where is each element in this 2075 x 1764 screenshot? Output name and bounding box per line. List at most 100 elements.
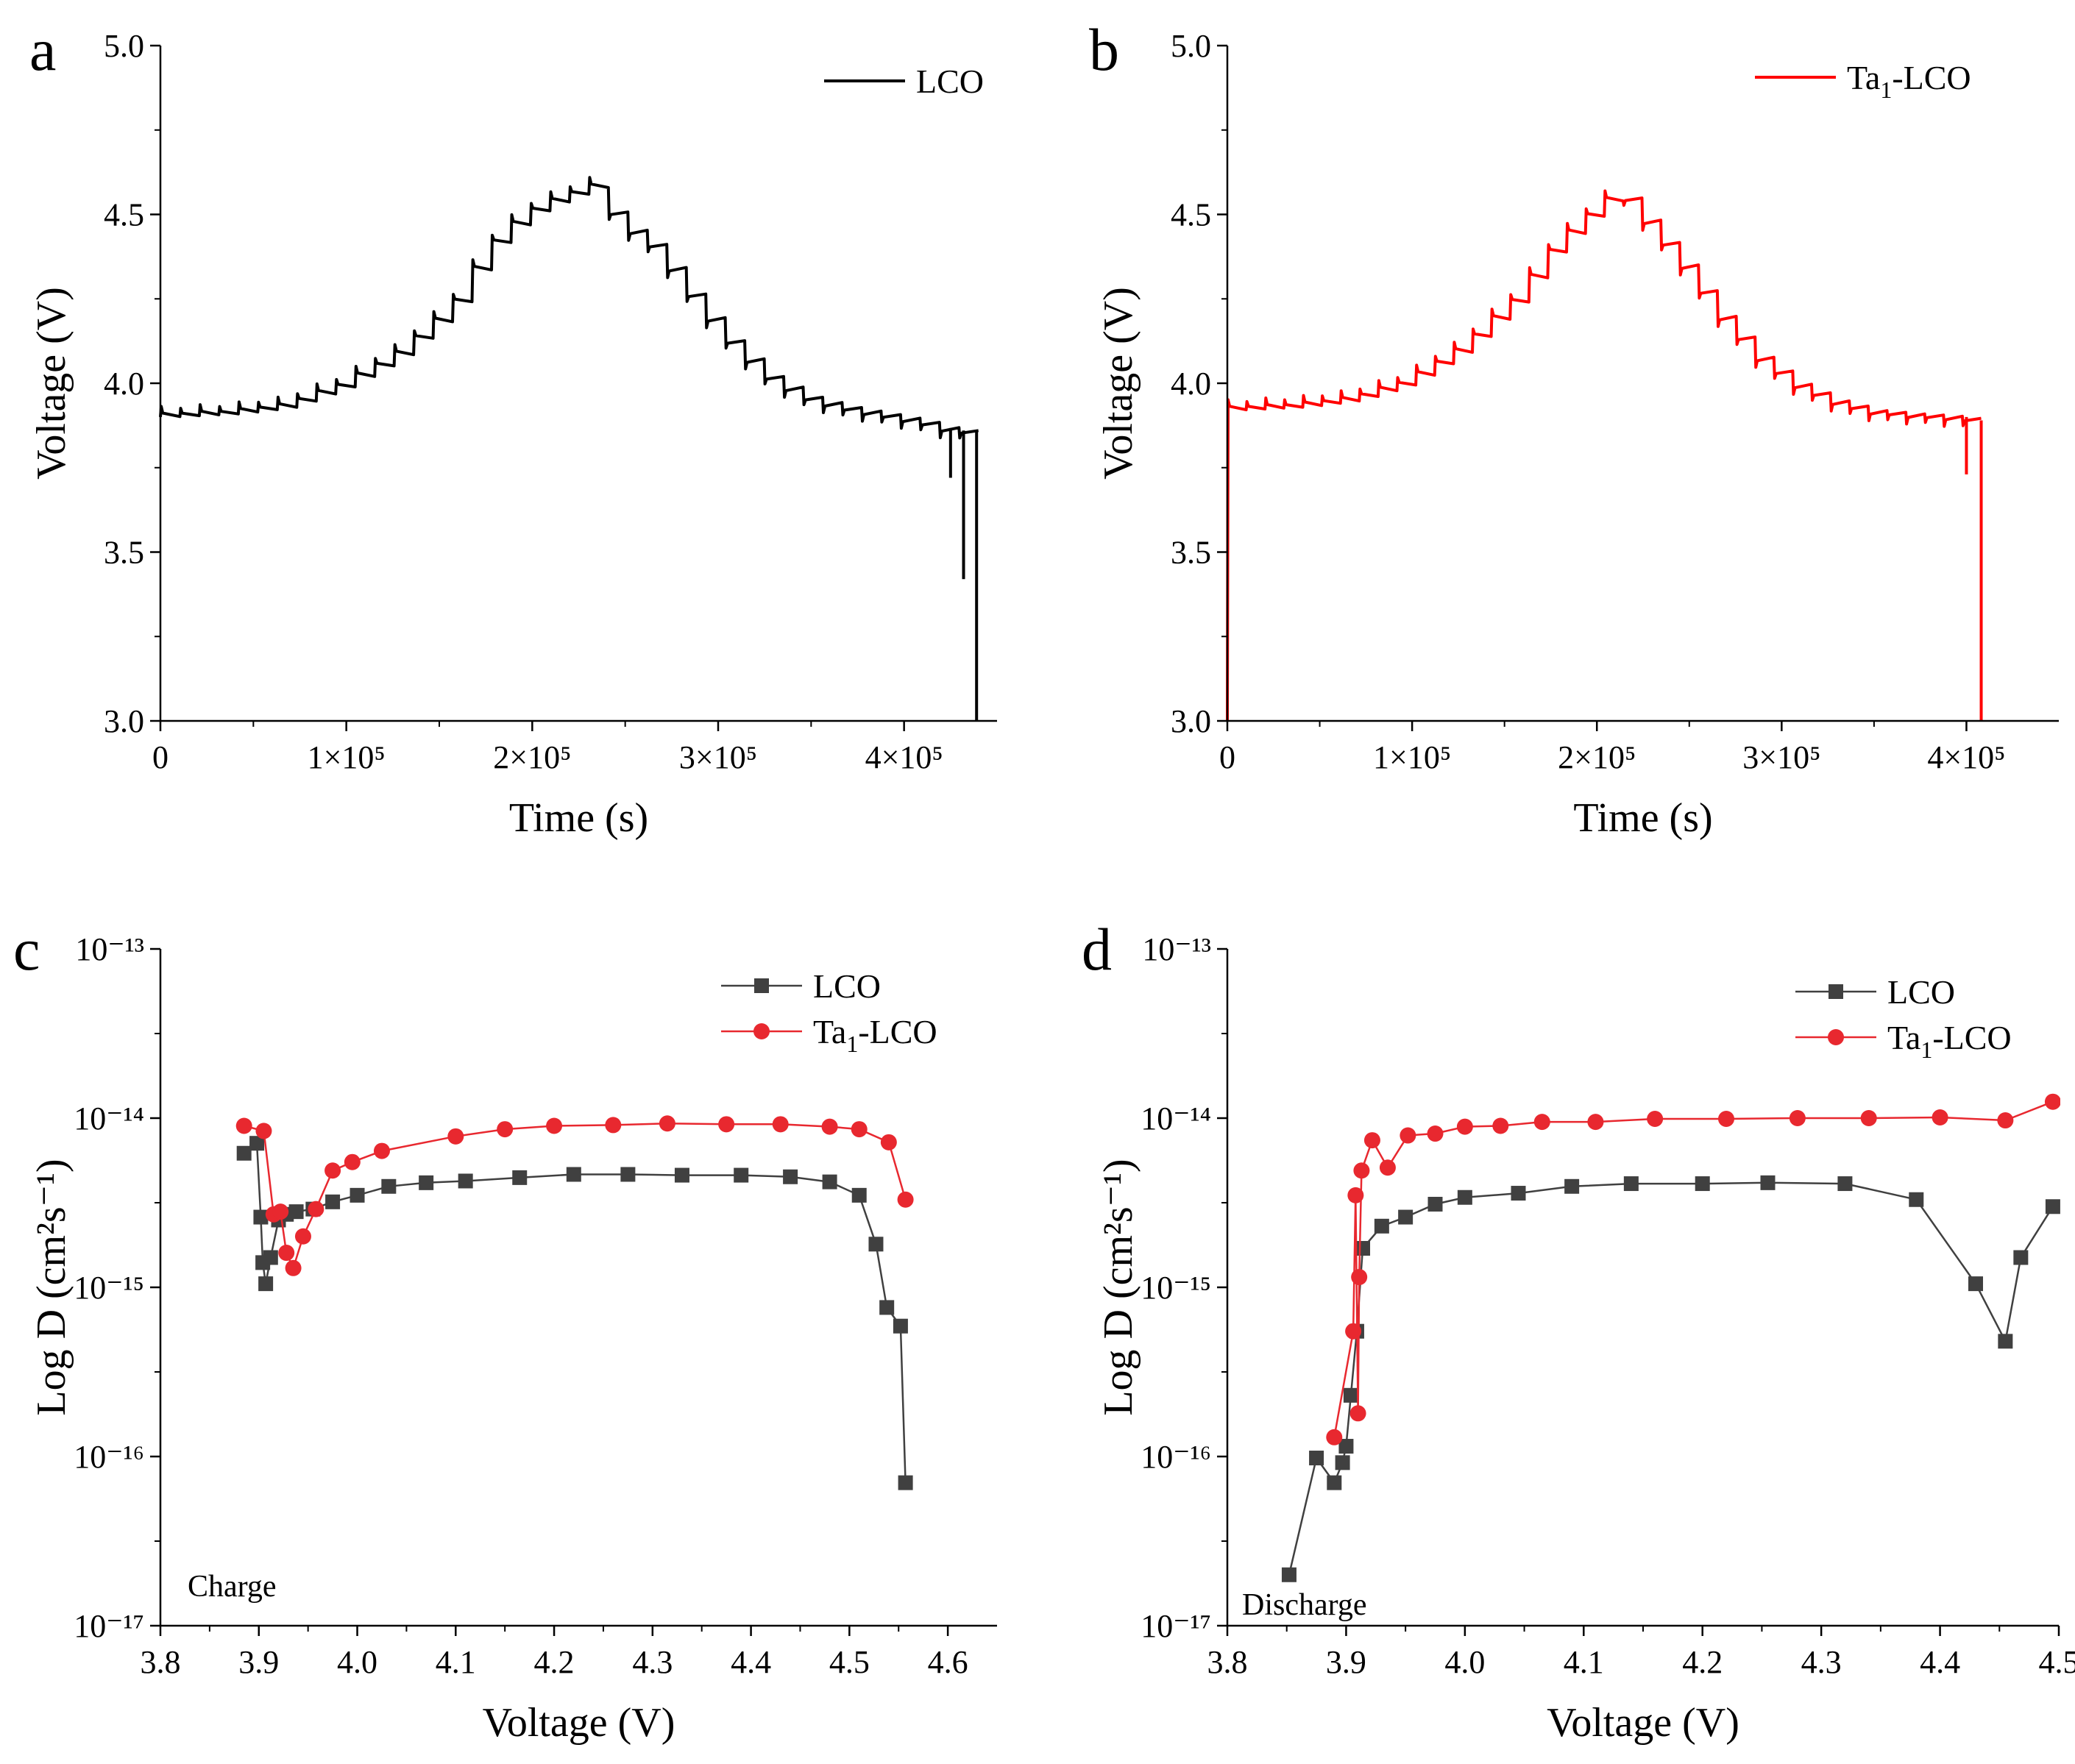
- data-point-c-0-18: [674, 1167, 689, 1183]
- data-point-d-1-3: [1349, 1405, 1366, 1422]
- chart-panel-b: 0 1×10⁵ 2×10⁵ 3×10⁵ 4×10⁵ 3.0 3.5 4.0 4.5 5.0 Time…: [1089, 16, 2059, 841]
- x-tick-label: 2×10⁵: [493, 739, 571, 775]
- chart-panel-d: 3.8 3.9 4.0 4.1 4.2 4.3 4.4 4.5 10⁻¹⁷ 10⁻¹⁶ 10⁻¹⁵ 1…: [1082, 916, 2075, 1746]
- data-point-d-0-11: [1457, 1189, 1472, 1205]
- data-point-d-0-5: [1343, 1387, 1358, 1403]
- y-axis-title: Voltage (V): [1096, 287, 1141, 480]
- data-point-d-1-6: [1363, 1132, 1380, 1149]
- y-tick-label: 4.5: [104, 197, 144, 233]
- data-point-c-1-9: [344, 1153, 361, 1170]
- data-point-c-1-11: [447, 1128, 464, 1145]
- y-tick-label: 10⁻¹⁶: [74, 1439, 144, 1475]
- data-point-c-0-25: [893, 1318, 908, 1334]
- x-tick-label: 4×10⁵: [1927, 739, 2005, 775]
- x-tick-label: 1×10⁵: [1373, 739, 1451, 775]
- legend-label: LCO: [1887, 973, 1955, 1011]
- data-point-c-1-0: [235, 1117, 252, 1134]
- data-point-c-1-5: [285, 1259, 302, 1276]
- data-point-d-1-13: [1587, 1114, 1604, 1131]
- data-point-d-0-14: [1623, 1176, 1639, 1192]
- data-point-c-1-16: [718, 1116, 735, 1133]
- data-point-d-0-12: [1511, 1186, 1526, 1201]
- plot-area: [1226, 189, 1983, 722]
- x-tick-label: 1×10⁵: [308, 739, 386, 775]
- x-tick-label: 3.8: [141, 1644, 181, 1680]
- data-point-c-0-14: [458, 1173, 473, 1189]
- data-point-d-1-14: [1647, 1111, 1664, 1128]
- data-point-c-0-10: [325, 1194, 341, 1209]
- y-tick-label: 4.5: [1171, 197, 1211, 233]
- legend-marker: [753, 1023, 770, 1039]
- x-tick-label: 4.5: [829, 1644, 870, 1680]
- y-tick-label: 5.0: [1171, 28, 1211, 64]
- data-point-d-1-15: [1718, 1111, 1734, 1128]
- data-point-c-0-12: [381, 1178, 397, 1194]
- x-tick-label: 3.9: [238, 1644, 279, 1680]
- data-point-c-1-18: [821, 1118, 838, 1135]
- data-point-c-0-2: [253, 1209, 269, 1225]
- x-tick-label: 4.5: [2039, 1644, 2075, 1680]
- plot-area: [1281, 1093, 2060, 1582]
- x-tick-label: 4.4: [1920, 1644, 1960, 1680]
- panel-letter: a: [29, 16, 56, 83]
- data-point-d-0-17: [1837, 1176, 1853, 1192]
- legend-marker: [754, 978, 769, 993]
- data-point-c-0-22: [851, 1187, 867, 1203]
- data-point-c-1-10: [373, 1142, 390, 1159]
- data-point-d-1-17: [1860, 1110, 1877, 1126]
- y-tick-label: 4.0: [104, 366, 144, 402]
- data-point-d-1-4: [1351, 1269, 1368, 1286]
- chart-panel-c: 3.8 3.9 4.0 4.1 4.2 4.3 4.4 4.5 4.6 10⁻¹⁷ 10⁻¹⁶ 10⁻…: [13, 916, 997, 1746]
- y-tick-label: 10⁻¹⁴: [74, 1100, 144, 1137]
- data-point-d-0-2: [1327, 1475, 1342, 1490]
- data-point-c-0-1: [249, 1136, 265, 1151]
- data-point-d-0-7: [1355, 1240, 1371, 1256]
- data-point-c-1-4: [278, 1245, 295, 1262]
- y-axis-title: Voltage (V): [29, 287, 74, 480]
- data-point-d-0-4: [1338, 1439, 1354, 1454]
- panel-annotation: Charge: [188, 1570, 277, 1604]
- series-line-c-0: [243, 1141, 907, 1483]
- legend-label: LCO: [916, 63, 984, 100]
- series-line-c-1: [244, 1122, 907, 1271]
- chart-panel-a: 0 1×10⁵ 2×10⁵ 3×10⁵ 4×10⁵ 3.0 3.5 4.0 4.5 5.0 Time…: [29, 16, 997, 841]
- data-point-d-0-13: [1564, 1178, 1580, 1194]
- y-tick-label: 4.0: [1171, 366, 1211, 402]
- data-point-c-0-8: [288, 1204, 304, 1220]
- panel-annotation: Discharge: [1242, 1588, 1367, 1622]
- data-point-c-1-13: [546, 1117, 563, 1134]
- x-tick-label: 4.2: [1682, 1644, 1723, 1680]
- panel-letter: c: [13, 916, 40, 983]
- data-point-c-1-8: [324, 1162, 341, 1179]
- data-point-d-1-19: [1997, 1112, 2014, 1129]
- x-tick-label: 3×10⁵: [1742, 739, 1820, 775]
- legend: LCO: [824, 63, 984, 100]
- data-point-d-0-22: [2045, 1199, 2060, 1214]
- y-tick-label: 10⁻¹⁶: [1141, 1439, 1211, 1475]
- data-point-d-1-9: [1427, 1125, 1444, 1142]
- plot-area: [159, 176, 979, 721]
- data-point-d-0-9: [1398, 1209, 1414, 1225]
- legend: LCO Ta1-LCO: [721, 967, 937, 1057]
- data-point-c-0-20: [783, 1169, 798, 1184]
- data-point-c-1-17: [772, 1116, 789, 1133]
- y-tick-label: 10⁻¹⁵: [74, 1270, 144, 1306]
- x-axis-title: Voltage (V): [483, 1700, 675, 1746]
- y-axis-title: Log D (cm²s⁻¹): [29, 1159, 74, 1415]
- y-tick-label: 10⁻¹⁴: [1141, 1100, 1211, 1137]
- x-tick-label: 2×10⁵: [1558, 739, 1636, 775]
- data-point-c-1-14: [605, 1117, 622, 1134]
- data-point-d-0-21: [2013, 1250, 2029, 1265]
- y-tick-label: 10⁻¹⁷: [1141, 1608, 1211, 1644]
- data-point-c-1-1: [255, 1123, 272, 1139]
- y-tick-label: 10⁻¹³: [1142, 931, 1211, 967]
- data-point-c-1-7: [308, 1201, 324, 1217]
- data-point-d-0-16: [1760, 1175, 1776, 1190]
- x-tick-label: 3.9: [1326, 1644, 1366, 1680]
- legend-label: Ta1-LCO: [1847, 59, 1971, 103]
- x-tick-label: 0: [1219, 739, 1235, 775]
- legend-label: LCO: [813, 967, 881, 1005]
- x-tick-label: 4.3: [1801, 1644, 1842, 1680]
- data-point-c-0-24: [879, 1300, 895, 1315]
